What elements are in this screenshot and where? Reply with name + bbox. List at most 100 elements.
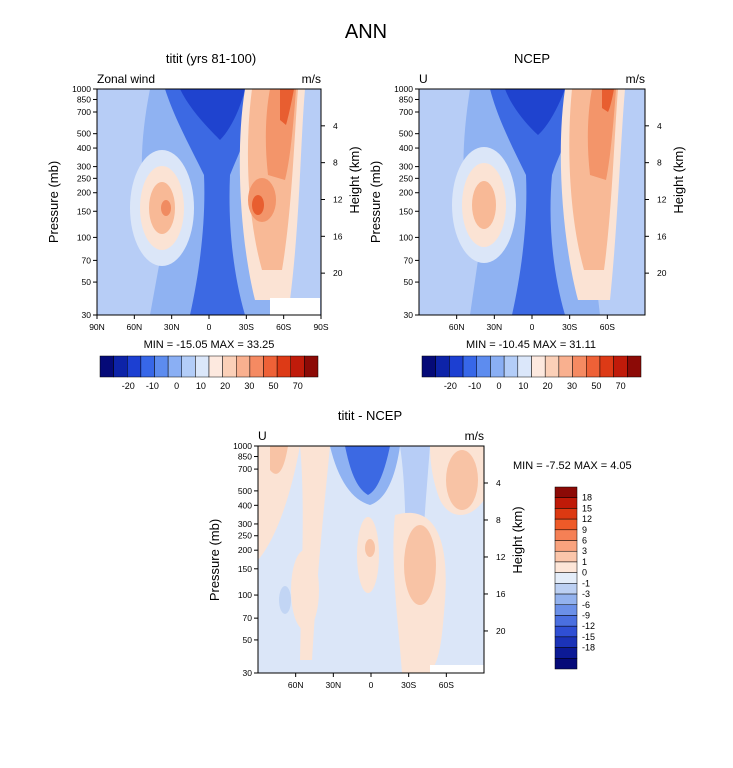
pressure-tick-label: 200 <box>238 545 252 555</box>
colorbar-swatch <box>208 355 223 378</box>
colorbar-swatch <box>503 355 519 378</box>
latitude-tick-label: 60N <box>288 680 304 690</box>
colorbar-swatch <box>167 355 182 378</box>
pressure-tick-label: 500 <box>77 129 91 139</box>
colorbar-swatch <box>554 593 578 606</box>
pressure-tick-label: 100 <box>399 232 413 242</box>
colorbar-swatch <box>99 355 114 378</box>
colorbar-swatch <box>195 355 210 378</box>
pressure-tick-label: 150 <box>77 206 91 216</box>
height-axis-label: Height (km) <box>347 146 362 213</box>
panel-units-label: m/s <box>465 429 484 443</box>
colorbar-label: -12 <box>582 621 595 631</box>
colorbar: -20 -10 0 10 20 30 50 70 <box>99 355 319 391</box>
contour-field <box>258 446 484 673</box>
colorbar: -20 -10 0 10 20 30 50 70 <box>421 355 642 391</box>
latitude-tick-label: 90N <box>89 322 105 332</box>
colorbar-swatch <box>154 355 169 378</box>
pressure-tick-label: 1000 <box>394 84 413 94</box>
pressure-tick-label: 150 <box>238 564 252 574</box>
height-tick-label: 12 <box>657 194 667 204</box>
colorbar-swatch <box>554 540 578 552</box>
height-axis: 4 8 12 16 20 <box>321 121 343 278</box>
pressure-tick-label: 200 <box>77 188 91 198</box>
colorbar-swatch <box>572 355 587 378</box>
colorbar-swatch <box>276 355 291 378</box>
pressure-tick-label: 300 <box>238 519 252 529</box>
panel-units-label: m/s <box>302 72 321 86</box>
pressure-tick-label: 850 <box>238 452 252 462</box>
panel-title: NCEP <box>514 51 550 66</box>
latitude-tick-label: 0 <box>369 680 374 690</box>
colorbar-swatch <box>435 355 450 378</box>
latitude-axis: 60N 30N 0 30S 60S <box>449 315 615 332</box>
colorbar-swatch <box>627 355 642 378</box>
pressure-tick-label: 150 <box>399 206 413 216</box>
colorbar-swatch <box>554 636 578 648</box>
height-tick-label: 8 <box>333 158 338 168</box>
colorbar-label: 1 <box>582 557 587 567</box>
pressure-tick-label: 400 <box>77 143 91 153</box>
pressure-tick-label: 300 <box>77 162 91 172</box>
pressure-tick-label: 250 <box>77 173 91 183</box>
latitude-tick-label: 30N <box>326 680 342 690</box>
colorbar-swatch <box>554 647 578 659</box>
colorbar-label: 0 <box>496 381 501 391</box>
pressure-tick-label: 850 <box>399 94 413 104</box>
pressure-tick-label: 700 <box>399 107 413 117</box>
height-tick-label: 4 <box>657 121 662 131</box>
latitude-tick-label: 60N <box>449 322 465 332</box>
colorbar-swatch <box>586 355 601 378</box>
colorbar-swatch <box>554 508 578 520</box>
colorbar-swatch <box>554 561 578 573</box>
colorbar-label: 0 <box>174 381 179 391</box>
colorbar-swatch <box>140 355 155 378</box>
latitude-tick-label: 30S <box>562 322 577 332</box>
panel-variable-label: Zonal wind <box>97 72 155 86</box>
pressure-tick-label: 300 <box>399 162 413 172</box>
colorbar-swatch <box>127 355 142 378</box>
colorbar-label: -1 <box>582 578 590 588</box>
colorbar-label: 20 <box>543 381 553 391</box>
pressure-tick-label: 30 <box>82 310 92 320</box>
height-tick-label: 4 <box>333 121 338 131</box>
panel-units-label: m/s <box>626 72 645 86</box>
colorbar-label: 0 <box>582 568 587 578</box>
latitude-tick-label: 60S <box>439 680 454 690</box>
latitude-tick-label: 90S <box>313 322 328 332</box>
colorbar-swatch <box>554 497 578 509</box>
panel-model: titit (yrs 81-100) Zonal wind m/s <box>46 51 362 391</box>
colorbar-swatch <box>181 355 196 378</box>
colorbar-swatch <box>490 355 505 378</box>
colorbar-label: 20 <box>220 381 230 391</box>
min-max-stats: MIN = -7.52 MAX = 4.05 <box>513 460 632 472</box>
colorbar-swatch <box>613 355 628 378</box>
pressure-tick-label: 70 <box>404 255 414 265</box>
colorbar-label: -6 <box>582 600 590 610</box>
min-max-stats: MIN = -15.05 MAX = 33.25 <box>144 339 275 351</box>
pressure-tick-label: 200 <box>399 188 413 198</box>
colorbar-swatch <box>304 355 319 378</box>
colorbar-label: 10 <box>196 381 206 391</box>
colorbar-swatch <box>290 355 305 378</box>
latitude-tick-label: 30S <box>239 322 254 332</box>
latitude-tick-label: 0 <box>207 322 212 332</box>
colorbar-swatch <box>113 355 128 378</box>
colorbar-label: -18 <box>582 643 595 653</box>
colorbar-swatch <box>421 355 436 378</box>
pressure-tick-label: 1000 <box>233 441 252 451</box>
pressure-tick-label: 400 <box>238 500 252 510</box>
pressure-tick-label: 700 <box>238 464 252 474</box>
panel-difference: titit - NCEP U m/s 305070100150200250300… <box>207 408 632 690</box>
pressure-tick-label: 500 <box>238 486 252 496</box>
pressure-tick-label: 700 <box>77 107 91 117</box>
colorbar-label: -10 <box>468 381 481 391</box>
colorbar-swatch <box>558 355 573 378</box>
figure-title: ANN <box>345 21 387 43</box>
pressure-axis-label: Pressure (mb) <box>207 519 222 601</box>
height-tick-label: 16 <box>496 589 506 599</box>
